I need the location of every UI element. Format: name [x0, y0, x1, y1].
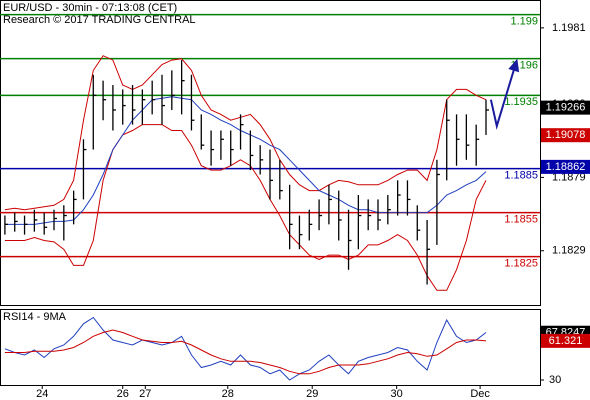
x-tick-label: 28 — [222, 388, 234, 400]
price-label-box — [541, 100, 590, 115]
x-tick-label: Dec — [470, 388, 490, 400]
price-panel-frame — [0, 0, 541, 306]
price-label-box — [541, 128, 590, 143]
overlay-line — [4, 96, 487, 225]
rsi-title: RSI14 - 9MA — [3, 311, 67, 323]
x-tick-label: 29 — [306, 388, 318, 400]
forecast-arrow — [489, 61, 518, 131]
overlay-line — [4, 55, 487, 211]
rsi-line — [4, 316, 487, 381]
price-label: 1.19078 — [546, 129, 586, 141]
rsi-panel-frame — [0, 309, 541, 386]
price-label: 1.18862 — [546, 161, 586, 173]
level-label: 1.1855 — [504, 214, 538, 226]
x-tick-label: 24 — [36, 388, 48, 400]
y-tick-label: 1.1879 — [552, 171, 586, 183]
level-label: 1.1825 — [504, 258, 538, 270]
price-label: 1.19266 — [546, 102, 586, 114]
rsi-line — [4, 329, 487, 375]
title: EUR/USD - 30min - 07:13:08 (CET) — [3, 2, 177, 14]
x-tick-label: 27 — [139, 388, 151, 400]
price-label-box — [541, 159, 590, 174]
y-tick-label: 30 — [549, 374, 561, 386]
rsi-label: 61.321 — [549, 335, 583, 347]
x-tick-label: 30 — [391, 388, 403, 400]
subtitle: Research © 2017 TRADING CENTRAL — [3, 14, 196, 26]
y-tick-label: 1.1981 — [552, 22, 586, 34]
level-label: 1.199 — [510, 16, 538, 28]
arrow-head — [508, 58, 520, 73]
y-tick-label: 1.1829 — [552, 245, 586, 257]
level-label: 1.1935 — [504, 96, 538, 108]
x-tick-label: 26 — [117, 388, 129, 400]
overlay-line — [4, 124, 487, 291]
rsi-label-box — [541, 333, 590, 348]
level-label: 1.1885 — [504, 170, 538, 182]
